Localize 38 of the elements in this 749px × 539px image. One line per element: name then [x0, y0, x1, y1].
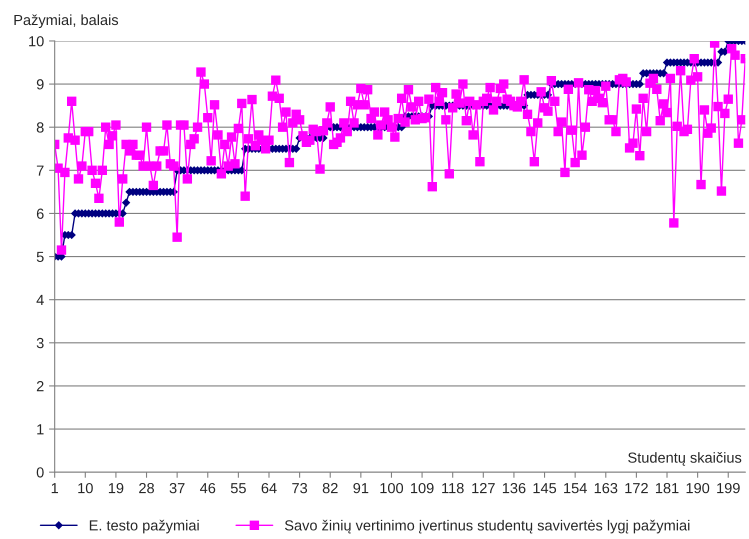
- x-tick-label: 28: [139, 482, 154, 494]
- y-tick-label: 0: [36, 467, 44, 478]
- x-tick-label: 136: [502, 482, 526, 494]
- x-axis-title: Studentų skaičius: [628, 452, 742, 466]
- y-tick-label: 4: [36, 294, 44, 305]
- y-tick-label: 7: [36, 166, 44, 176]
- y-tick-label: 1: [37, 424, 44, 434]
- x-tick-label: 46: [200, 482, 216, 494]
- x-tick-label: 172: [625, 482, 648, 494]
- x-tick-label: 64: [262, 482, 277, 494]
- x-tick-label: 73: [292, 482, 308, 494]
- x-tick-label: 1: [52, 483, 58, 494]
- x-tick-label: 91: [353, 482, 368, 494]
- x-tick-label: 109: [411, 482, 434, 494]
- y-tick-label: 3: [36, 338, 44, 348]
- x-tick-label: 10: [78, 482, 93, 494]
- x-tick-label: 118: [442, 482, 464, 494]
- x-tick-label: 163: [594, 482, 618, 494]
- x-tick-label: 127: [472, 482, 495, 494]
- x-tick-label: 19: [108, 482, 124, 494]
- x-tick-label: 55: [230, 483, 246, 494]
- y-tick-label: 9: [36, 79, 44, 90]
- x-tick-label: 82: [322, 482, 338, 494]
- x-tick-label: 145: [533, 483, 556, 494]
- x-tick-label: 190: [686, 482, 710, 494]
- legend-label: Savo žinių vertinimo įvertinus studentų savivertės lygį pažymiai: [284, 520, 690, 534]
- y-tick-label: 5: [36, 252, 44, 262]
- legend-label: E. testo pažymiai: [90, 520, 199, 534]
- x-tick-label: 154: [564, 483, 587, 494]
- x-tick-label: 100: [380, 482, 404, 494]
- y-tick-label: 6: [36, 208, 44, 219]
- x-tick-label: 199: [717, 482, 740, 494]
- x-tick-label: 181: [656, 482, 678, 494]
- y-axis-title: Pažymiai, balais: [14, 14, 118, 28]
- y-tick-label: 2: [36, 381, 44, 392]
- x-tick-label: 37: [170, 482, 185, 494]
- y-tick-label: 10: [29, 36, 44, 46]
- y-tick-label: 8: [36, 122, 44, 133]
